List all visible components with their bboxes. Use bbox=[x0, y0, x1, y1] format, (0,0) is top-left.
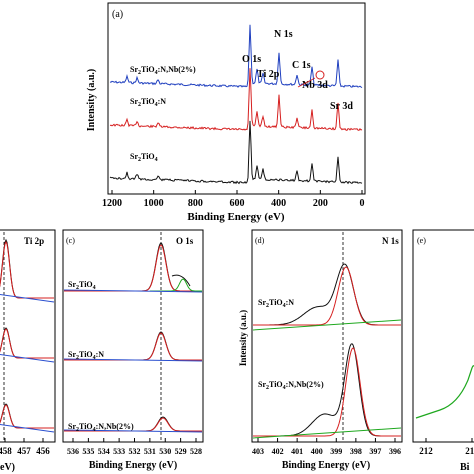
x-tick-label: 536 bbox=[67, 447, 79, 456]
x-tick-label: 401 bbox=[291, 447, 303, 456]
panel-d-y-axis-label: Intensity (a.u.) bbox=[238, 310, 248, 366]
panel-c-label: (c) bbox=[66, 236, 75, 245]
panel-b-x-ticks: 458 457 456 bbox=[0, 438, 50, 456]
x-tick-label: 200 bbox=[313, 198, 328, 209]
x-tick-label: 402 bbox=[272, 447, 284, 456]
panel-b-baselines bbox=[0, 294, 55, 433]
x-tick-label: 212 bbox=[419, 446, 433, 456]
panel-a-y-axis-label: Intensity (a.u.) bbox=[86, 69, 97, 132]
x-tick-label: 535 bbox=[82, 447, 94, 456]
series-sr2tio4 bbox=[109, 120, 363, 185]
x-tick-label: 532 bbox=[129, 447, 141, 456]
x-tick-label: 398 bbox=[350, 447, 362, 456]
x-tick-label: 403 bbox=[252, 447, 264, 456]
panel-c: (c) O 1s Sr2TiO4 Sr2TiO4:N Sr2TiO4:N,Nb(… bbox=[62, 229, 204, 471]
peak-label-c1s: C 1s bbox=[292, 60, 311, 71]
x-tick-label: 396 bbox=[389, 447, 401, 456]
panel-d-x-axis-label: Binding Energy (eV) bbox=[282, 460, 370, 471]
x-tick-label: 400 bbox=[311, 447, 323, 456]
panel-a: (a) 1200 1000 800 600 400 200 0 Binding Energy… bbox=[86, 2, 366, 223]
panel-a-label: (a) bbox=[112, 9, 123, 20]
panel-d-baselines bbox=[252, 319, 402, 439]
x-tick-label: 1200 bbox=[102, 198, 122, 209]
series-sr2tio4-n bbox=[109, 68, 363, 131]
x-tick-label: 216 bbox=[465, 446, 474, 456]
panel-d-frame bbox=[251, 229, 403, 443]
panel-c-x-axis-label: Binding Energy (eV) bbox=[89, 460, 177, 471]
peak-label-sr3d: Sr 3d bbox=[330, 101, 353, 112]
panel-c-label-sr2tio4-n: Sr2TiO4:N bbox=[68, 350, 104, 361]
panel-e-x-ticks: 216 212 bbox=[419, 438, 474, 456]
panel-e-spectrum bbox=[415, 365, 474, 419]
x-tick-label: 456 bbox=[36, 446, 50, 456]
x-tick-label: 529 bbox=[175, 447, 187, 456]
x-tick-label: 0 bbox=[360, 198, 365, 209]
legend-sr2tio4-n: Sr2TiO4:N bbox=[130, 97, 166, 108]
series-sr2tio4-n-nb bbox=[109, 24, 363, 89]
panel-d-title: N 1s bbox=[382, 236, 399, 246]
panel-a-x-ticks: 1200 1000 800 600 400 200 0 bbox=[102, 190, 365, 209]
panel-c-title: O 1s bbox=[176, 236, 194, 246]
x-tick-label: 600 bbox=[230, 198, 245, 209]
panel-c-spectra bbox=[64, 242, 202, 432]
x-tick-label: 1000 bbox=[144, 198, 164, 209]
x-tick-label: 530 bbox=[159, 447, 171, 456]
panel-e-label: (e) bbox=[417, 236, 426, 245]
panel-c-frame bbox=[62, 229, 204, 443]
peak-label-n1s: N 1s bbox=[274, 29, 293, 40]
panel-d-x-ticks: 403 402 401 400 399 398 397 396 bbox=[252, 438, 401, 456]
x-tick-label: 528 bbox=[190, 447, 202, 456]
peak-label-ti2p: Ti 2p bbox=[257, 69, 280, 80]
panel-e-x-axis-label: Bi bbox=[460, 462, 470, 473]
panel-b-fits bbox=[0, 240, 54, 429]
panel-a-x-axis-label: Binding Energy (eV) bbox=[187, 211, 285, 223]
x-tick-label: 400 bbox=[271, 198, 286, 209]
x-tick-label: 531 bbox=[144, 447, 156, 456]
panel-d-label-sr2tio4-n-nb: Sr2TiO4:N,Nb(2%) bbox=[258, 380, 324, 391]
panel-d-fits bbox=[253, 266, 401, 437]
panel-d-label: (d) bbox=[255, 236, 265, 245]
panel-b-frame bbox=[0, 229, 56, 443]
panel-e-frame bbox=[412, 229, 474, 443]
panel-b-x-axis-label: eV) bbox=[0, 462, 15, 473]
legend-sr2tio4-n-nb: Sr2TiO4:N,Nb(2%) bbox=[130, 65, 196, 76]
x-tick-label: 533 bbox=[113, 447, 125, 456]
panel-c-baselines bbox=[63, 289, 203, 433]
panel-c-component bbox=[150, 278, 202, 292]
panel-c-fits bbox=[64, 244, 202, 432]
panel-d: (d) N 1s Sr2TiO4:N Sr2TiO4:N,Nb(2%) Inte… bbox=[238, 229, 403, 471]
panel-b: Ti 2p 458 457 456 eV) bbox=[0, 229, 56, 473]
panel-c-x-ticks: 536 535 534 533 532 531 530 529 528 bbox=[67, 438, 202, 456]
x-tick-label: 399 bbox=[330, 447, 342, 456]
x-tick-label: 397 bbox=[369, 447, 381, 456]
panel-b-title: Ti 2p bbox=[24, 236, 44, 246]
x-tick-label: 800 bbox=[188, 198, 203, 209]
peak-label-nb3d: Nb 3d bbox=[302, 80, 328, 91]
x-tick-label: 534 bbox=[98, 447, 110, 456]
nb3d-pointer bbox=[297, 77, 316, 88]
panel-d-spectra bbox=[253, 263, 401, 437]
panel-d-label-sr2tio4-n: Sr2TiO4:N bbox=[258, 298, 294, 309]
peak-label-o1s: O 1s bbox=[242, 54, 261, 65]
x-tick-label: 458 bbox=[0, 446, 12, 456]
legend-sr2tio4: Sr2TiO4 bbox=[130, 152, 158, 163]
panel-e: (e) 216 212 Bi bbox=[412, 229, 474, 473]
panel-c-label-sr2tio4-n-nb: Sr2TiO4:N,Nb(2%) bbox=[68, 422, 134, 433]
nb3d-marker bbox=[315, 70, 325, 80]
x-tick-label: 457 bbox=[17, 446, 31, 456]
panel-c-label-sr2tio4: Sr2TiO4 bbox=[68, 280, 96, 291]
